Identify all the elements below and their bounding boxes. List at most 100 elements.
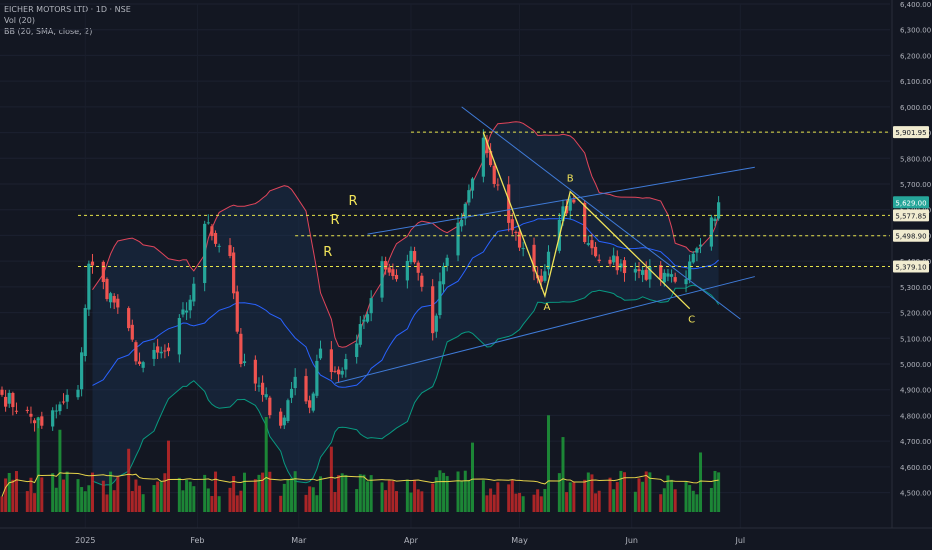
candle-body — [137, 361, 142, 364]
volume-bar — [615, 482, 619, 512]
candle-body — [669, 274, 674, 277]
volume-bar — [594, 493, 598, 512]
y-tick-label: 5,000.00 — [900, 361, 931, 369]
y-tick-label: 6,200.00 — [900, 52, 931, 60]
bollinger-lower-band — [92, 284, 720, 486]
volume-bar — [203, 474, 207, 512]
candle-body — [659, 265, 663, 280]
candle-body — [4, 396, 8, 407]
volume-bar — [159, 481, 163, 512]
candle-body — [264, 394, 268, 398]
candle-body — [590, 240, 594, 249]
volume-bar — [713, 470, 717, 512]
volume-bar — [253, 479, 257, 512]
trend-line[interactable] — [367, 166, 755, 235]
volume-bar — [510, 480, 514, 512]
volume-bar — [257, 474, 261, 512]
candle-body — [438, 281, 442, 316]
candle-body — [11, 392, 15, 408]
candle-body — [184, 310, 189, 313]
volume-bar — [54, 487, 58, 512]
volume-bar — [648, 472, 652, 512]
volume-bar — [141, 494, 145, 512]
candle-body — [684, 279, 688, 285]
candle-body — [340, 370, 344, 375]
volume-bar — [358, 474, 362, 512]
candle-body — [608, 259, 612, 264]
bollinger-basis — [92, 217, 719, 388]
candle-body — [58, 404, 62, 412]
volume-bar — [565, 492, 569, 512]
y-tick-label: 5,200.00 — [900, 310, 931, 318]
abc-pattern-line[interactable] — [482, 132, 691, 310]
volume-bar — [633, 491, 637, 512]
resistance-label: R — [323, 245, 332, 260]
volume-bar — [456, 471, 460, 512]
volume-bar — [460, 480, 464, 512]
y-tick-label: 4,800.00 — [900, 412, 931, 420]
resistance-label: R — [330, 213, 339, 228]
y-tick-label: 5,800.00 — [900, 155, 931, 163]
volume-indicator-label[interactable]: Vol (20) — [4, 16, 35, 25]
volume-bar — [695, 494, 699, 512]
candle-body — [384, 261, 388, 270]
volume-bar — [662, 488, 666, 512]
candle-body — [546, 251, 551, 270]
candle-body — [691, 253, 695, 263]
volume-bar — [366, 481, 370, 512]
volume-bar — [416, 489, 420, 512]
volume-bar — [304, 494, 308, 512]
volume-bar — [261, 472, 265, 512]
volume-bar — [134, 479, 138, 512]
volume-bar — [619, 470, 623, 512]
volume-bar — [333, 492, 337, 512]
volume-bar — [105, 494, 109, 512]
volume-bar — [83, 491, 87, 512]
volume-bar — [699, 452, 703, 512]
y-tick-label: 4,500.00 — [900, 490, 931, 498]
candle-body — [333, 370, 337, 372]
candle-body — [496, 184, 500, 186]
volume-bar — [177, 477, 181, 512]
volume-bar — [185, 479, 189, 512]
volume-moving-average — [1, 472, 719, 497]
candle-body — [485, 139, 489, 154]
candle-body — [308, 400, 312, 408]
last-price-tag — [893, 196, 929, 209]
trend-line[interactable] — [334, 276, 755, 384]
candle-body — [695, 248, 699, 253]
volume-bar — [518, 492, 522, 512]
volume-bar — [369, 475, 373, 512]
volume-bar — [228, 487, 232, 512]
trend-line[interactable] — [461, 106, 741, 320]
volume-bar — [670, 479, 674, 512]
candle-body — [315, 360, 319, 396]
candle-body — [517, 231, 522, 248]
candle-body — [507, 184, 511, 223]
candle-body — [641, 270, 645, 275]
volume-bar — [387, 480, 391, 512]
candle-body — [394, 274, 399, 280]
candle-body — [543, 271, 547, 281]
volume-bar — [286, 479, 290, 512]
candle-body — [213, 232, 218, 244]
volume-bar — [355, 489, 359, 512]
volume-bar — [717, 472, 721, 512]
candle-body — [163, 350, 167, 352]
volume-bar — [0, 496, 4, 512]
candle-body — [434, 315, 438, 332]
symbol-title[interactable]: EICHER MOTORS LTD · 1D · NSE — [4, 5, 131, 14]
volume-bar — [311, 487, 315, 512]
volume-bar — [156, 481, 160, 512]
candle-body — [467, 190, 471, 203]
volume-bar — [438, 470, 442, 512]
candle-body — [90, 261, 95, 266]
bollinger-indicator-label[interactable]: BB (20, SMA, close, 2) — [4, 27, 93, 36]
volume-bar — [395, 491, 398, 512]
volume-bar — [51, 473, 55, 512]
candle-body — [14, 410, 19, 412]
candle-body — [420, 275, 424, 287]
volume-bar — [25, 491, 29, 512]
candle-body — [0, 389, 4, 395]
